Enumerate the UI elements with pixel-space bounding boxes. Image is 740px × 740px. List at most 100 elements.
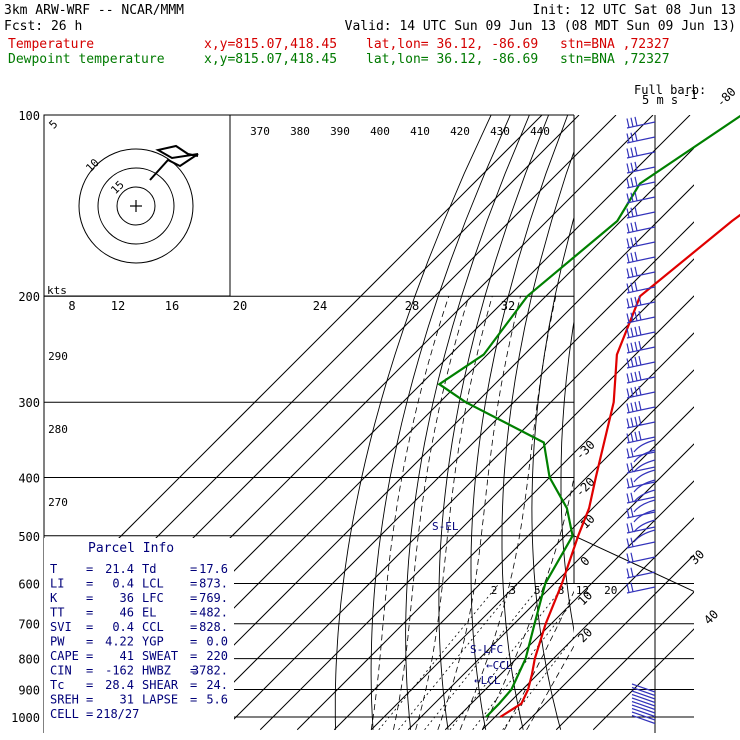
dry-adiabat-380 <box>718 115 740 730</box>
dewpoint-latlon: lat,lon= 36.12, -86.69 <box>366 52 538 67</box>
parcel-info-key: CAPE <box>50 649 79 663</box>
hodograph-ring-inner <box>116 186 156 226</box>
theta-label-380: 380 <box>290 125 310 138</box>
wind-barb <box>633 489 656 503</box>
temperature-xy: x,y=815.07,418.45 <box>204 37 337 52</box>
dry-adiabat-320 <box>560 318 574 634</box>
parcel-info-title: Parcel Info <box>88 541 174 556</box>
isotherm-40 <box>555 591 694 731</box>
wind-barb <box>626 325 656 339</box>
forecast-hour: Fcst: 26 h <box>4 19 82 34</box>
isotherm--30 <box>296 332 694 731</box>
dry-adiabat-290 <box>470 115 569 730</box>
theta-left-label-270: 270 <box>48 496 68 509</box>
parcel-info-row: TT = 46 EL = 482. <box>50 606 228 620</box>
theta-label-430: 430 <box>490 125 510 138</box>
temperature-label-20: 20 <box>575 625 595 645</box>
dry-adiabat-270 <box>405 115 530 730</box>
wind-barb <box>633 459 656 473</box>
hodograph-trace <box>149 144 199 181</box>
parcel-info-row: SREH = 31 LAPSE = 5.6 <box>50 693 228 707</box>
mixing-ratio-label-20: 20 <box>604 584 617 597</box>
wind-barb <box>626 400 656 414</box>
wind-barb <box>631 693 656 704</box>
isotherm-10 <box>444 480 694 731</box>
parcel-info-key-2: LCL <box>142 577 164 591</box>
parcel-info-equals-2: = <box>190 606 197 620</box>
parcel-info-value-2: 17.6 <box>199 562 228 576</box>
valid-time: Valid: 14 UTC Sun 09 Jun 13 (08 MDT Sun … <box>345 19 736 34</box>
parcel-info-key-2: Td <box>142 562 156 576</box>
parcel-info-equals-2: = <box>190 678 197 692</box>
parcel-info-value-2: 24. <box>206 678 228 692</box>
parcel-info-equals-2: = <box>190 577 197 591</box>
parcel-info-row: LI = 0.4 LCL = 873. <box>50 577 228 591</box>
pressure-label-700: 700 <box>18 618 40 632</box>
wind-barb <box>633 499 656 513</box>
dry-adiabat-260 <box>370 115 511 730</box>
hodograph-ring-outer <box>78 148 194 264</box>
moist-adiabat--4 <box>393 296 470 730</box>
model-title: 3km ARW-WRF -- NCAR/MMM <box>4 3 184 18</box>
parcel-info-equals: = <box>86 707 93 721</box>
pressure-labels: 100 200 300 400 500 600 700 800 900 1000 <box>11 109 40 725</box>
parcel-info-key-2: LFC <box>142 591 164 605</box>
moist-adiabat-26 <box>504 590 574 730</box>
parcel-info-equals-2: = <box>190 620 197 634</box>
moist-adiabat--10 <box>370 296 450 730</box>
parcel-info-key: CELL <box>50 707 79 721</box>
wind-barb <box>626 131 656 144</box>
parcel-info-equals-2: = <box>190 635 197 649</box>
hodograph-ring-middle <box>97 167 175 245</box>
wind-barb <box>626 251 656 264</box>
wind-barb <box>633 519 656 533</box>
parcel-info-key: SREH <box>50 693 79 707</box>
hodograph-speed-label-32: 32 <box>501 299 515 313</box>
mixing-ratio-line-2 <box>378 583 500 731</box>
parcel-info-row: PW = 4.22 YGP = 0.0 <box>50 635 228 649</box>
isotherm-50 <box>592 628 694 731</box>
wind-barb <box>633 449 656 463</box>
wind-barb <box>626 492 656 504</box>
isotherm--50 <box>222 258 694 731</box>
wind-barb <box>626 221 656 234</box>
theta-label-370: 370 <box>250 125 270 138</box>
wind-barb <box>626 146 656 159</box>
wind-barb <box>626 582 656 594</box>
pressure-label-200: 200 <box>18 290 40 304</box>
header: 3km ARW-WRF -- NCAR/MMM Init: 12 UTC Sat… <box>4 3 736 67</box>
theta-left-label-280: 280 <box>48 423 68 436</box>
parcel-level-markers: S-EL S-LFC ←CCL ←LCL <box>432 520 513 687</box>
theta-labels: 370 380 390 400 410 420 430 440 290 280 270 <box>48 125 550 509</box>
temperature-station: stn=BNA ,72327 <box>560 37 670 52</box>
dry-adiabat-310 <box>531 215 574 730</box>
mixing-ratio-label-3: 3 <box>509 584 516 597</box>
parcel-info-equals: = <box>86 620 93 634</box>
parcel-info-key: K <box>50 591 58 605</box>
moist-adiabat-20 <box>481 475 574 730</box>
parcel-info-value-2: 828. <box>199 620 228 634</box>
isotherm--60 <box>185 221 694 731</box>
wind-barb <box>633 469 656 483</box>
theta-label-410: 410 <box>410 125 430 138</box>
marker-lcl: ←LCL <box>474 674 501 687</box>
pressure-label-100: 100 <box>18 109 40 123</box>
marker-lfc: S-LFC <box>470 643 503 656</box>
mixing-ratio-label-12: 12 <box>576 584 589 597</box>
hodograph-kts-label: kts <box>47 284 67 297</box>
wind-barb <box>626 537 656 549</box>
wind-barb <box>626 206 656 219</box>
barb-legend-line1: Full barb: <box>634 83 706 97</box>
pressure-label-900: 900 <box>18 683 40 697</box>
parcel-info-key-2: CCL <box>142 620 164 634</box>
wind-barb <box>631 683 656 693</box>
pressure-label-600: 600 <box>18 577 40 591</box>
wind-barb <box>626 176 656 189</box>
isotherm-lines <box>44 115 694 731</box>
parcel-info-equals-2: = <box>190 562 197 576</box>
parcel-info-key-2: HWBZ <box>142 664 171 678</box>
parcel-info-value: 0.4 <box>112 577 134 591</box>
parcel-info-row: CIN = -162 HWBZ =3782. <box>50 664 228 678</box>
isotherm-0 <box>407 443 694 731</box>
